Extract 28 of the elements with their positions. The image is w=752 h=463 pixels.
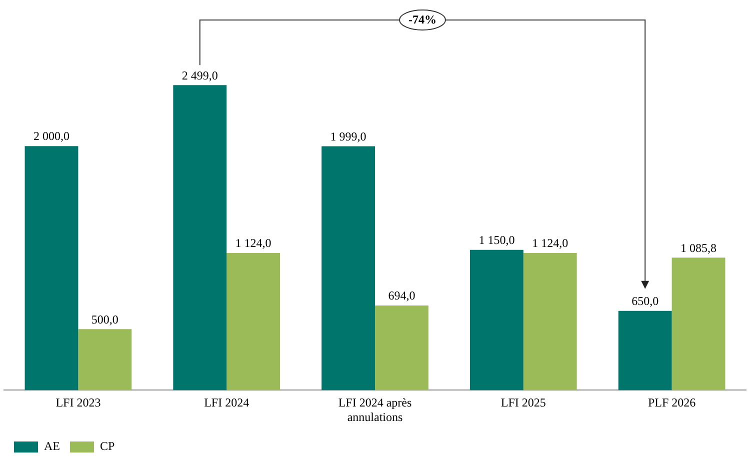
text: -74%: [408, 12, 436, 28]
data-label: 650,0: [632, 294, 659, 308]
legend-label: AE: [44, 439, 60, 454]
data-label: 2 499,0: [182, 68, 218, 82]
data-label: 500,0: [91, 312, 118, 326]
data-label: 1 124,0: [235, 236, 272, 250]
bar: [173, 85, 227, 390]
x-tick-label: PLF 2026: [648, 396, 696, 410]
bar: [523, 252, 577, 390]
bar: [322, 146, 375, 390]
data-label: 1 124,0: [532, 236, 568, 250]
bar: [78, 329, 132, 390]
bar: [375, 305, 428, 390]
bar: [618, 310, 672, 390]
bar: [672, 258, 726, 390]
data-label: 1 999,0: [330, 129, 366, 144]
x-tick-label: LFI 2024: [204, 396, 250, 410]
data-label: 1 085,8: [680, 240, 717, 255]
bar: [24, 146, 78, 390]
data-label: 2 000,0: [33, 129, 70, 144]
x-tick-label: LFI 2024 après annulations: [338, 396, 412, 424]
bar: [470, 250, 524, 390]
legend-label: CP: [100, 439, 115, 454]
data-label: 1 150,0: [478, 232, 515, 247]
x-tick-label: LFI 2023: [56, 396, 101, 410]
x-tick-label: LFI 2025: [500, 396, 546, 410]
bar: [226, 252, 280, 390]
data-label: 694,0: [388, 288, 416, 303]
